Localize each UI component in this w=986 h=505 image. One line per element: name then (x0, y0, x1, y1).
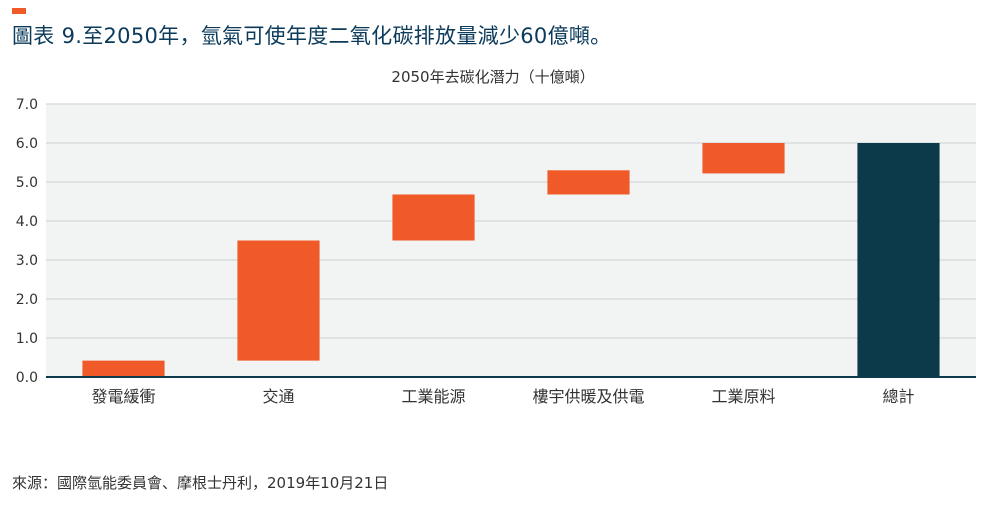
x-category-label: 工業原料 (711, 387, 775, 406)
increment-bar (702, 143, 785, 174)
x-category-label: 樓宇供暖及供電 (532, 387, 644, 406)
increment-bar (237, 240, 320, 361)
source-note: 來源：國際氫能委員會、摩根士丹利，2019年10月21日 (12, 474, 389, 492)
y-tick-label: 4.0 (16, 214, 38, 230)
y-tick-label: 3.0 (16, 253, 38, 269)
y-tick-label: 1.0 (16, 331, 38, 347)
chart-title: 2050年去碳化潛力（十億噸） (391, 68, 595, 86)
y-tick-label: 0.0 (16, 370, 38, 386)
increment-bar (392, 194, 475, 241)
y-tick-label: 2.0 (16, 292, 38, 308)
figure-title: 圖表 9.至2050年，氫氣可使年度二氧化碳排放量減少60億噸。 (12, 24, 612, 48)
increment-bar (547, 170, 630, 195)
y-tick-label: 5.0 (16, 175, 38, 191)
x-category-label: 總計 (882, 387, 914, 406)
plot-area (46, 104, 976, 377)
title-accent-mark (12, 8, 26, 14)
x-category-label: 交通 (262, 387, 294, 406)
increment-bar (82, 360, 165, 377)
y-tick-label: 7.0 (16, 97, 38, 113)
y-tick-label: 6.0 (16, 136, 38, 152)
x-category-label: 發電緩衝 (91, 387, 155, 406)
total-bar (857, 143, 940, 377)
x-category-label: 工業能源 (401, 387, 465, 406)
